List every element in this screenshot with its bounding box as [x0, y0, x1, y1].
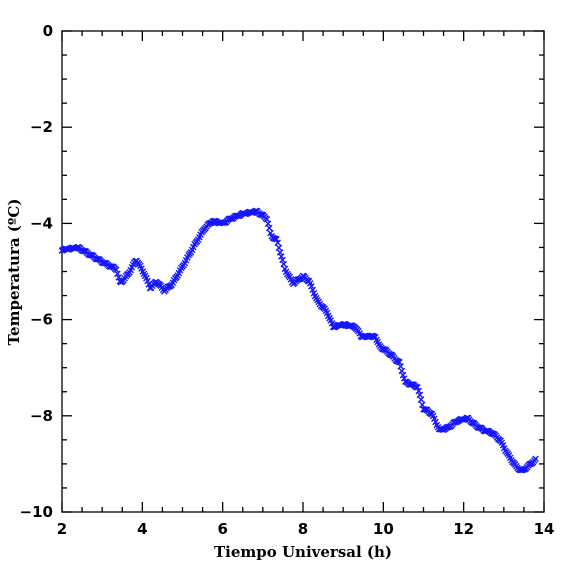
data-point — [263, 215, 271, 223]
data-point — [138, 265, 145, 272]
y-axis-title: Temperatura (ºC) — [5, 199, 23, 346]
y-tick-label: −10 — [20, 503, 53, 521]
x-axis-title: Tiempo Universal (h) — [214, 543, 392, 561]
data-point — [280, 260, 288, 268]
data-markers — [58, 207, 539, 474]
data-point — [416, 391, 424, 399]
data-point — [265, 224, 273, 232]
data-point — [274, 239, 281, 246]
x-tick-label: 10 — [373, 520, 394, 538]
data-point — [432, 418, 439, 426]
data-point — [267, 229, 274, 237]
plot-frame — [61, 30, 545, 513]
x-tick-labels: 2 4 6 8 10 12 14 — [57, 520, 555, 538]
data-point — [182, 257, 190, 264]
x-tick-label: 12 — [453, 520, 474, 538]
y-tick-label: −6 — [30, 311, 53, 329]
data-point — [532, 455, 539, 463]
y-tick-label: −4 — [30, 214, 53, 232]
y-tick-label: −8 — [30, 407, 53, 425]
data-point — [419, 401, 426, 408]
x-tick-label: 14 — [534, 520, 555, 538]
axis-ticks — [61, 30, 545, 513]
y-tick-labels: 0 −2 −4 −6 −8 −10 — [20, 22, 53, 521]
data-point — [431, 415, 438, 423]
data-point — [397, 363, 404, 370]
data-point — [417, 396, 425, 403]
data-point — [281, 265, 289, 273]
data-point — [327, 317, 335, 324]
data-point — [127, 266, 134, 274]
y-tick-label: −2 — [30, 118, 53, 136]
y-tick-label: 0 — [43, 22, 53, 40]
x-tick-label: 2 — [57, 520, 67, 538]
data-point — [499, 442, 507, 449]
x-tick-label: 6 — [217, 520, 227, 538]
data-point — [188, 246, 196, 254]
data-point — [306, 280, 314, 287]
x-tick-label: 4 — [137, 520, 147, 538]
data-point — [275, 244, 283, 252]
x-tick-label: 8 — [298, 520, 308, 538]
data-point — [323, 309, 331, 317]
